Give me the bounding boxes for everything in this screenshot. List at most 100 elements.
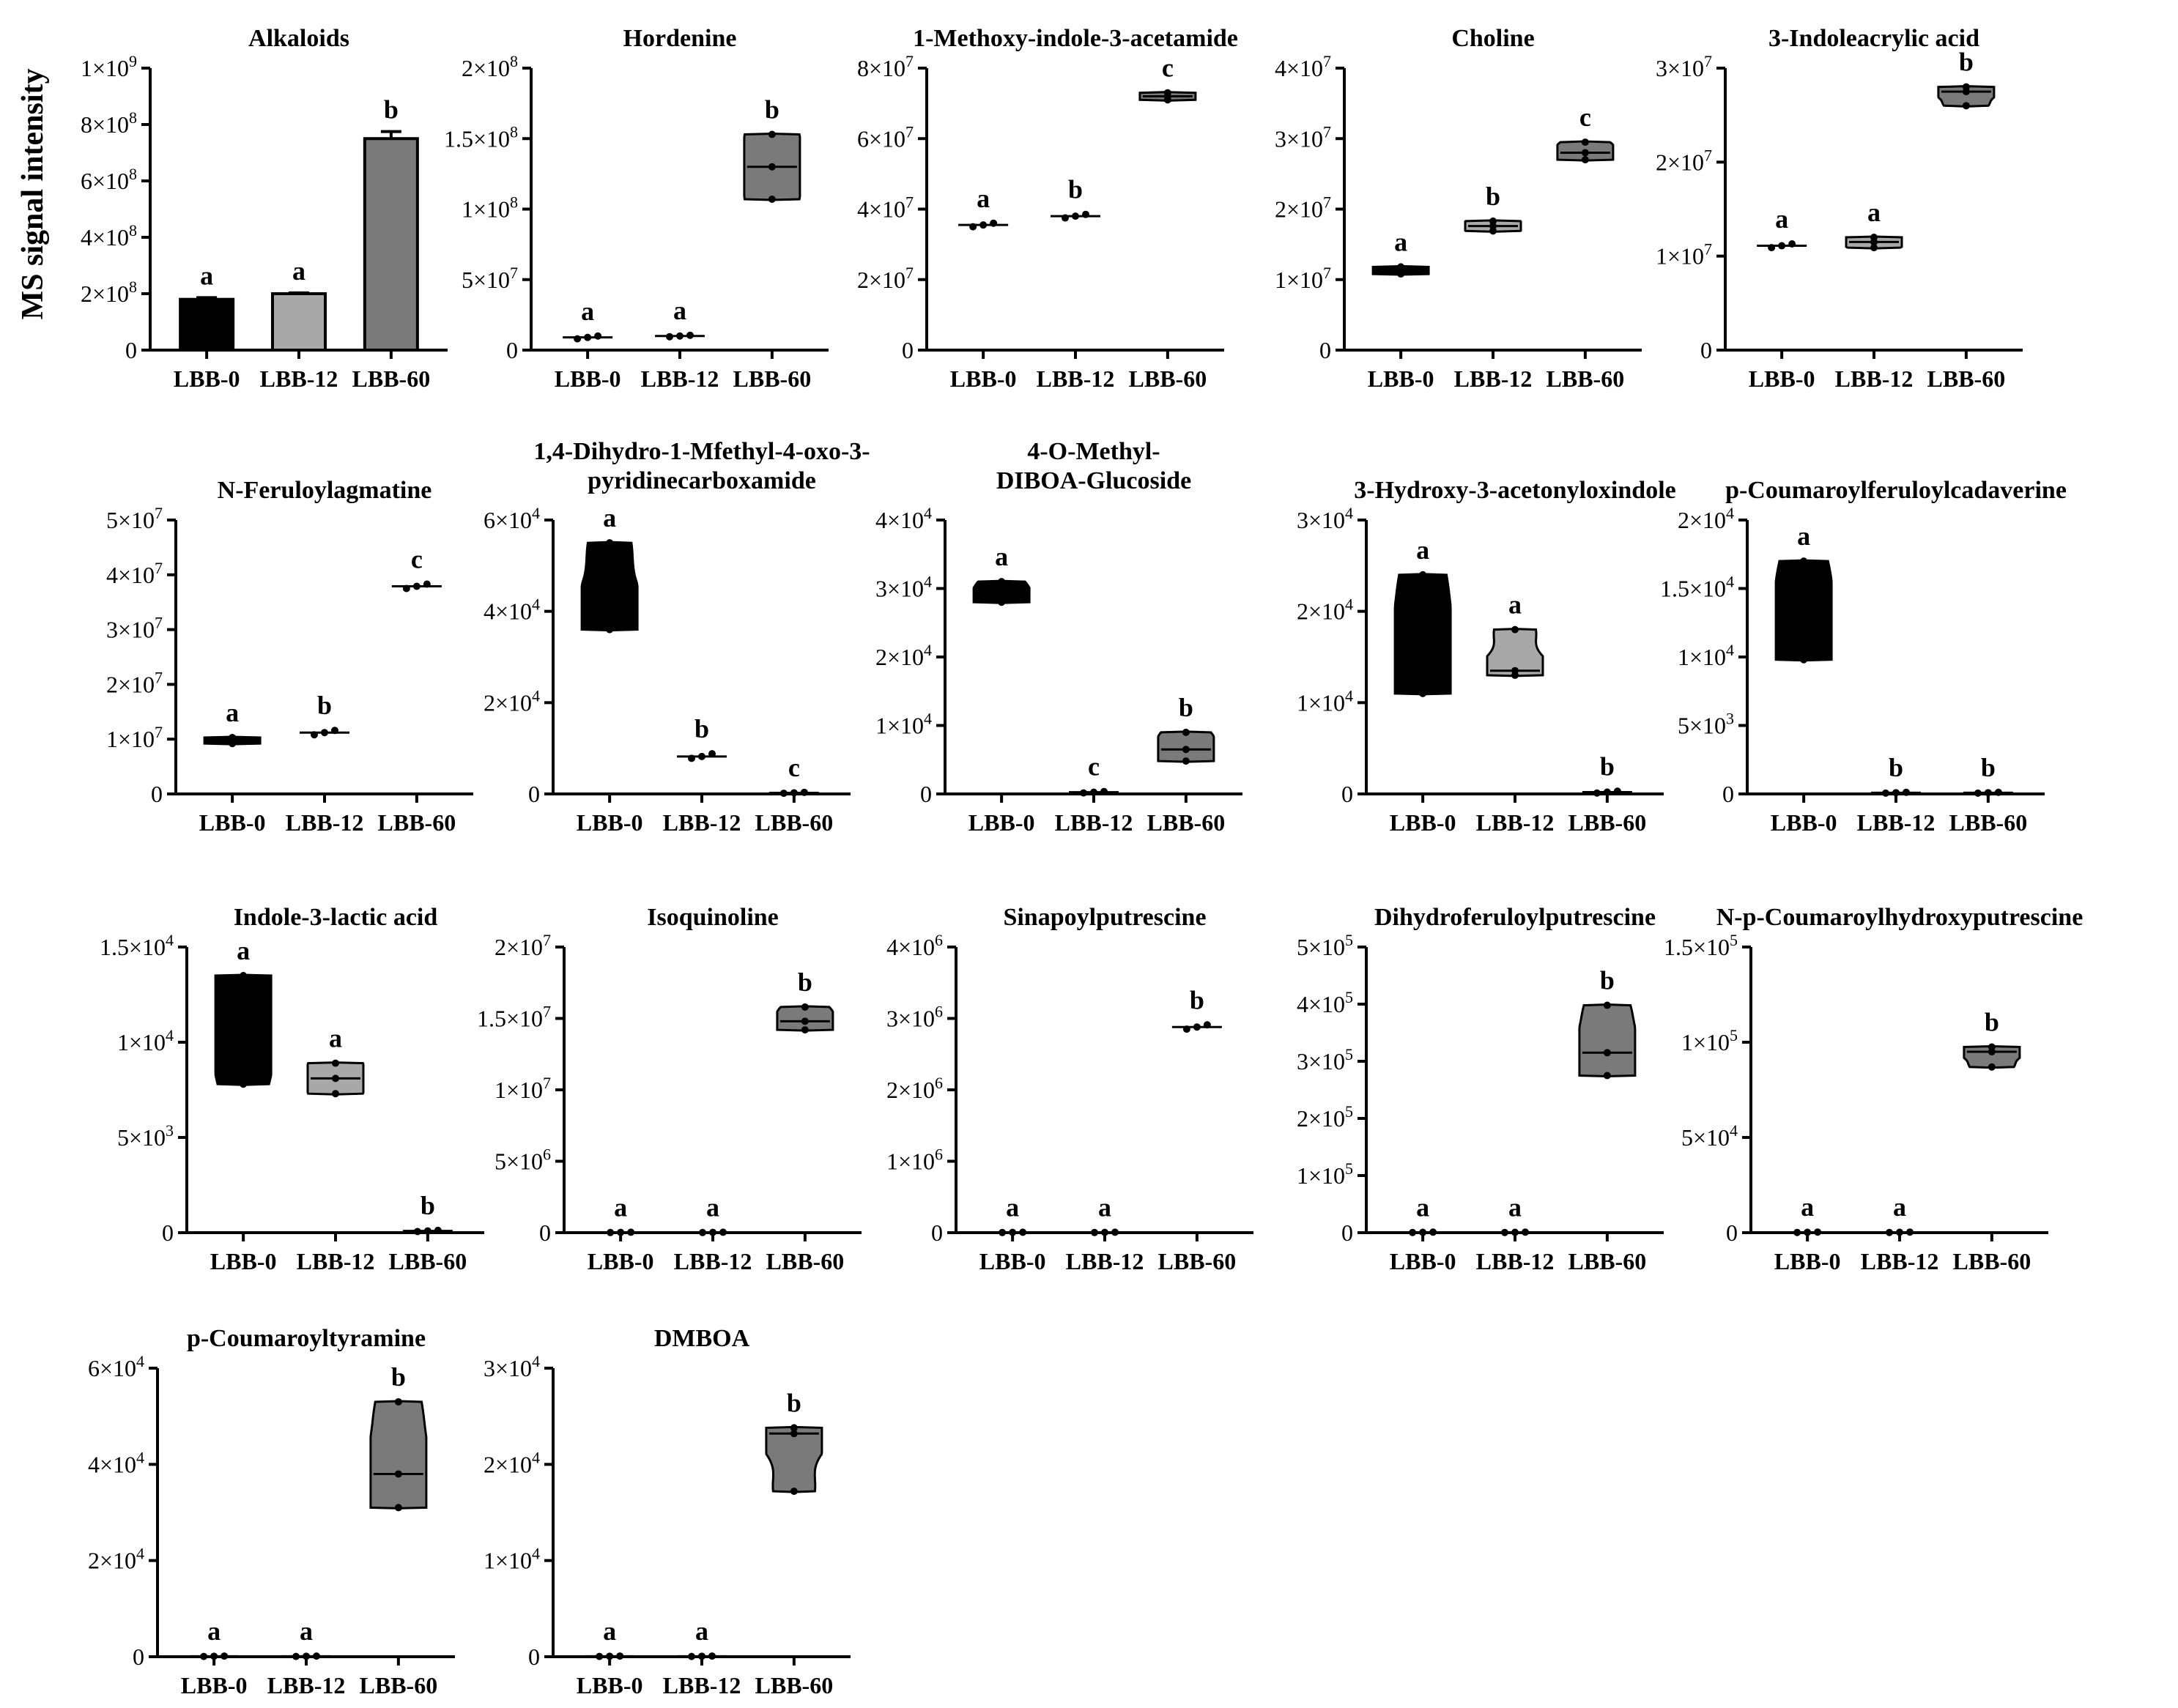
significance-letter: b xyxy=(317,691,332,720)
x-tick-label: LBB-12 xyxy=(1861,1248,1939,1274)
data-point xyxy=(1962,83,1970,91)
y-tick-exponent: 4 xyxy=(1726,573,1734,591)
data-point xyxy=(1062,214,1069,222)
y-tick-mantissa: 3×10 xyxy=(1297,1048,1345,1074)
y-tick-exponent: 8 xyxy=(129,221,137,240)
x-tick-label: LBB-60 xyxy=(1158,1248,1237,1274)
y-tick-mantissa: 2×10 xyxy=(1678,507,1726,533)
chart-title: Hordenine xyxy=(623,25,737,52)
violin-lbb-0 xyxy=(580,541,639,632)
y-tick-exponent: 7 xyxy=(543,1074,551,1092)
y-tick-mantissa: 1×10 xyxy=(1275,267,1323,293)
data-point xyxy=(594,332,602,340)
y-tick-label: 3×104 xyxy=(875,573,932,602)
significance-letter: a xyxy=(1867,198,1881,227)
data-point xyxy=(1019,1228,1027,1236)
y-tick-exponent: 4 xyxy=(166,1026,174,1044)
y-tick-exponent: 7 xyxy=(1704,146,1712,164)
y-tick-label: 2×107 xyxy=(857,264,914,293)
x-tick-label: LBB-12 xyxy=(1857,809,1936,836)
y-tick-label: 3×104 xyxy=(484,1352,540,1381)
significance-letter: a xyxy=(977,184,990,213)
y-tick-mantissa: 0 xyxy=(902,337,914,363)
y-tick-mantissa: 0 xyxy=(151,781,163,807)
y-tick-label: 0 xyxy=(902,337,914,363)
data-point xyxy=(1882,789,1889,797)
y-tick-label: 5×107 xyxy=(106,504,163,533)
y-tick-label: 1×106 xyxy=(886,1146,943,1175)
x-tick-label: LBB-60 xyxy=(1949,809,2028,836)
y-tick-exponent: 8 xyxy=(129,278,137,296)
significance-letter: b xyxy=(798,968,812,997)
y-tick-exponent: 7 xyxy=(905,122,914,141)
y-tick-label: 4×104 xyxy=(484,595,540,625)
data-point xyxy=(617,1228,625,1236)
data-point xyxy=(1193,1023,1201,1031)
data-point xyxy=(1814,1228,1822,1236)
data-point xyxy=(229,733,237,741)
chart-title: N-p-Coumaroylhydroxyputrescine xyxy=(1716,904,2083,931)
y-tick-mantissa: 5×10 xyxy=(1297,934,1345,960)
y-tick-mantissa: 5×10 xyxy=(495,1148,543,1175)
bar-lbb-12 xyxy=(271,292,327,352)
y-tick-label: 4×107 xyxy=(857,193,914,223)
y-tick-exponent: 4 xyxy=(924,504,932,522)
data-point xyxy=(1182,1025,1190,1033)
x-tick-label: LBB-60 xyxy=(1129,365,1207,392)
x-tick-label: LBB-0 xyxy=(1368,365,1434,392)
significance-letter: a xyxy=(673,296,686,325)
x-tick-label: LBB-12 xyxy=(1476,1248,1555,1274)
y-tick-exponent: 7 xyxy=(543,1003,551,1021)
y-tick-mantissa: 4×10 xyxy=(875,507,924,533)
y-tick-exponent: 4 xyxy=(1345,504,1353,522)
y-tick-label: 4×105 xyxy=(1297,988,1353,1017)
data-point xyxy=(768,163,776,171)
y-tick-label: 6×107 xyxy=(857,122,914,152)
y-tick-label: 1×104 xyxy=(1297,686,1353,716)
data-point xyxy=(311,731,318,739)
y-tick-mantissa: 4×10 xyxy=(106,562,155,588)
panel-3-hydroxy-3-acetonyloxindole: 3-Hydroxy-3-acetonyloxindole01×1042×1043… xyxy=(1297,477,1676,836)
data-point xyxy=(1100,787,1108,795)
y-tick-label: 0 xyxy=(920,781,932,807)
y-tick-mantissa: 1.5×10 xyxy=(477,1006,543,1032)
y-tick-label: 1×104 xyxy=(484,1545,540,1574)
significance-letter: c xyxy=(1162,53,1174,83)
y-tick-label: 5×103 xyxy=(117,1121,174,1151)
data-point xyxy=(768,130,776,138)
data-point xyxy=(221,1652,229,1660)
y-tick-mantissa: 4×10 xyxy=(886,934,935,960)
y-tick-mantissa: 1×10 xyxy=(117,1029,166,1055)
y-tick-label: 0 xyxy=(1700,337,1712,363)
data-point xyxy=(240,1080,248,1088)
y-tick-label: 1×105 xyxy=(1681,1026,1738,1055)
y-tick-mantissa: 1.5×10 xyxy=(444,125,510,152)
y-tick-exponent: 7 xyxy=(905,52,914,70)
data-point xyxy=(1581,149,1589,157)
data-point xyxy=(434,1226,442,1234)
chart-title: N-Feruloylagmatine xyxy=(218,477,432,504)
data-point xyxy=(709,1228,716,1236)
x-tick-label: LBB-12 xyxy=(1066,1248,1144,1274)
data-point xyxy=(1419,571,1427,579)
bar-lbb-0 xyxy=(179,297,235,352)
y-tick-mantissa: 1×10 xyxy=(462,196,510,223)
data-point xyxy=(423,580,431,588)
y-tick-exponent: 5 xyxy=(1345,931,1353,949)
y-tick-exponent: 7 xyxy=(510,264,518,282)
y-tick-exponent: 4 xyxy=(136,1352,144,1370)
y-tick-label: 0 xyxy=(1722,781,1734,807)
chart-title: Indole-3-lactic acid xyxy=(234,904,438,931)
data-point xyxy=(1009,1228,1017,1236)
y-tick-label: 6×104 xyxy=(88,1352,144,1381)
data-point xyxy=(1080,789,1087,797)
data-point xyxy=(1788,240,1796,248)
y-tick-mantissa: 3×10 xyxy=(875,576,924,602)
x-tick-label: LBB-12 xyxy=(267,1672,346,1698)
significance-letter: a xyxy=(200,261,213,290)
y-tick-label: 0 xyxy=(1341,1219,1353,1246)
y-tick-exponent: 4 xyxy=(1726,641,1734,659)
data-point xyxy=(1111,1228,1119,1236)
y-tick-label: 3×107 xyxy=(106,614,163,643)
